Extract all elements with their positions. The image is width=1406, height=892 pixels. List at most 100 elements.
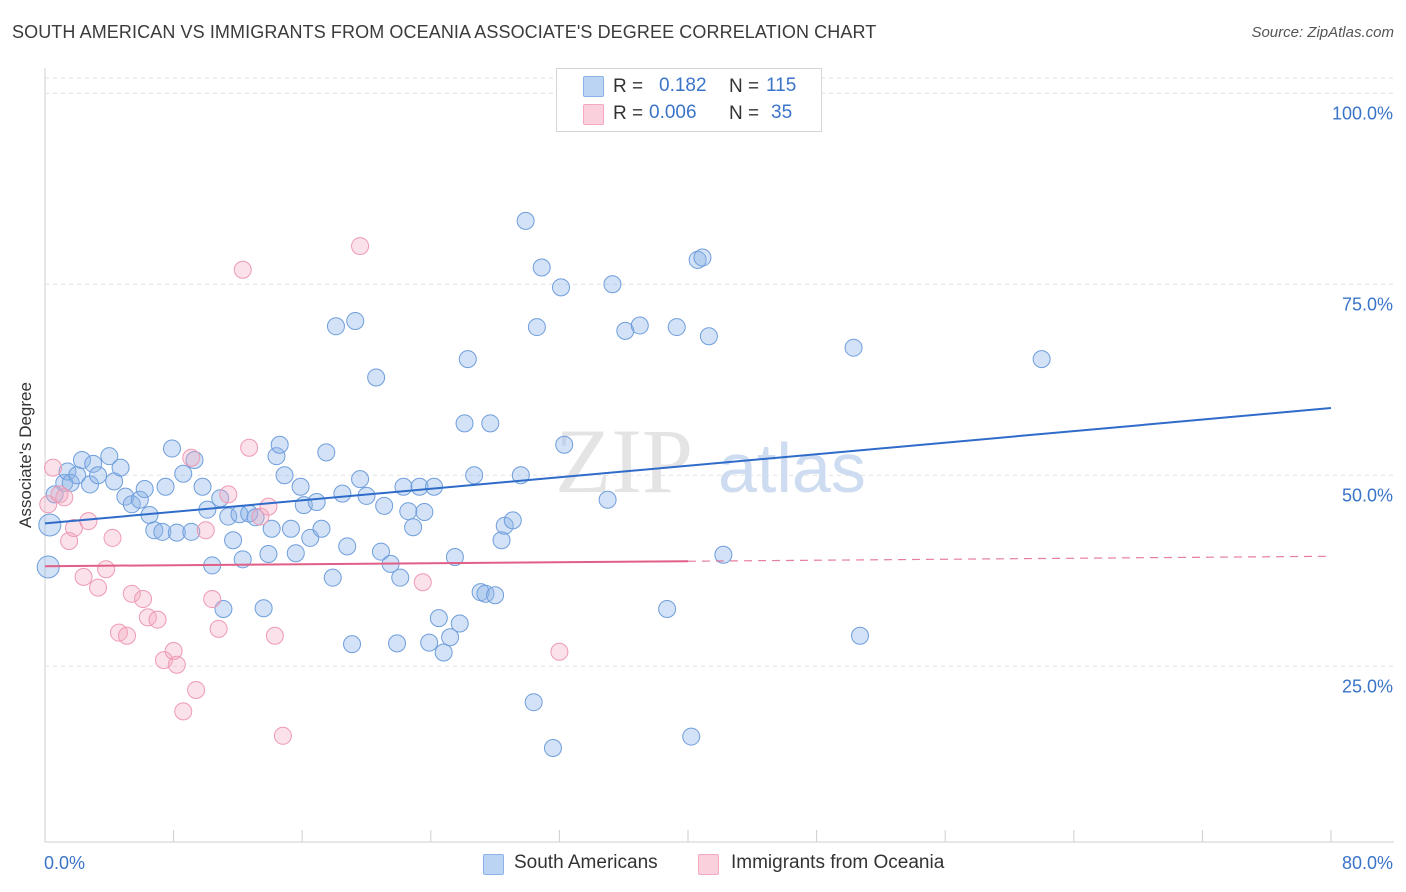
- data-point-south-americans: [658, 599, 677, 618]
- data-point-south-americans: [233, 550, 252, 569]
- legend-r-label: R =: [613, 76, 644, 97]
- data-point-oceania: [182, 448, 201, 467]
- data-point-oceania: [265, 626, 284, 645]
- trend-line-oceania-extension: [687, 555, 1332, 562]
- data-point-south-americans: [527, 318, 546, 337]
- data-point-oceania: [187, 680, 206, 699]
- data-point-south-americans: [100, 447, 119, 466]
- data-point-south-americans: [291, 477, 310, 496]
- grid-lines: [45, 77, 1394, 667]
- data-point-south-americans: [333, 484, 352, 503]
- y-tick-label: 50.0%: [1342, 485, 1393, 505]
- data-point-oceania: [351, 237, 370, 256]
- data-point-oceania: [64, 518, 83, 537]
- data-point-oceania: [413, 573, 432, 592]
- data-point-south-americans: [156, 477, 175, 496]
- data-point-south-americans: [688, 250, 707, 269]
- data-point-south-americans: [116, 487, 135, 506]
- data-point-south-americans: [174, 464, 193, 483]
- legend-n-label: N =: [729, 76, 760, 97]
- south-americans-label: South Americans: [514, 852, 658, 873]
- legend-n-label: N =: [729, 103, 760, 124]
- data-point-south-americans: [375, 496, 394, 515]
- data-point-oceania: [122, 584, 141, 603]
- data-point-oceania: [550, 642, 569, 661]
- data-point-south-americans: [351, 470, 370, 489]
- data-point-south-americans: [343, 635, 362, 654]
- data-point-south-americans: [420, 633, 439, 652]
- data-point-south-americans: [317, 443, 336, 462]
- data-point-oceania: [219, 485, 238, 504]
- trend-line-oceania: [44, 560, 689, 568]
- data-point-south-americans: [699, 327, 718, 346]
- data-point-south-americans: [682, 727, 701, 746]
- data-point-south-americans: [844, 338, 863, 357]
- data-point-south-americans: [524, 693, 543, 712]
- data-point-south-americans: [445, 548, 464, 567]
- legend-r-value: 0.182: [659, 75, 707, 96]
- data-point-south-americans: [415, 502, 434, 521]
- data-point-oceania: [44, 458, 63, 477]
- data-point-south-americans: [367, 368, 386, 387]
- chart-title: SOUTH AMERICAN VS IMMIGRANTS FROM OCEANI…: [12, 22, 877, 42]
- x-tick-label: 80.0%: [1342, 853, 1393, 873]
- data-point-oceania: [74, 567, 93, 586]
- data-point-south-americans: [371, 542, 390, 561]
- data-point-oceania: [164, 642, 183, 660]
- data-point-south-americans: [503, 511, 522, 530]
- data-point-south-americans: [58, 462, 77, 481]
- y-tick-label: 25.0%: [1342, 676, 1393, 696]
- data-point-south-americans: [326, 317, 345, 336]
- data-point-south-americans: [182, 522, 201, 541]
- data-point-oceania: [55, 488, 74, 507]
- data-point-oceania: [148, 610, 167, 629]
- data-point-south-americans: [458, 350, 477, 369]
- data-point-south-americans: [851, 626, 870, 645]
- data-point-south-americans: [693, 248, 712, 267]
- data-point-south-americans: [72, 451, 91, 469]
- data-point-south-americans: [465, 466, 484, 485]
- y-tick-label: 75.0%: [1342, 294, 1393, 314]
- data-point-south-americans: [193, 477, 212, 496]
- data-point-south-americans: [219, 507, 238, 526]
- data-point-south-americans: [391, 568, 410, 587]
- x-tick-label: 0.0%: [44, 853, 85, 873]
- data-point-south-americans: [259, 544, 278, 563]
- data-point-oceania: [174, 702, 193, 721]
- trend-line-south-americans: [44, 407, 1332, 525]
- data-point-oceania: [79, 512, 98, 531]
- data-point-south-americans: [307, 493, 326, 512]
- data-point-south-americans: [555, 435, 574, 454]
- oceania-swatch: [698, 854, 719, 875]
- watermark: ZIP atlas: [555, 410, 866, 512]
- data-point-south-americans: [286, 544, 305, 563]
- data-point-oceania: [233, 260, 252, 279]
- data-point-oceania: [103, 528, 122, 547]
- source-note: Source: ZipAtlas.com: [1251, 24, 1394, 41]
- legend-n-value: 35: [771, 102, 793, 123]
- data-point-south-americans: [552, 278, 571, 297]
- data-point-oceania: [97, 560, 116, 579]
- data-point-south-americans: [270, 435, 289, 454]
- data-point-south-americans: [262, 519, 281, 538]
- data-point-south-americans: [185, 451, 204, 469]
- data-point-south-americans: [404, 518, 423, 537]
- data-point-south-americans: [455, 414, 474, 433]
- data-point-south-americans: [532, 258, 551, 277]
- data-point-south-americans: [135, 480, 154, 499]
- legend-swatch-oceania: [583, 104, 604, 125]
- legend-n-value: 115: [766, 75, 797, 96]
- data-point-south-americans: [38, 513, 62, 537]
- data-point-oceania: [39, 495, 58, 514]
- data-point-oceania: [209, 619, 228, 638]
- data-point-south-americans: [388, 634, 407, 653]
- data-point-south-americans: [598, 490, 617, 509]
- data-point-oceania: [89, 578, 108, 597]
- data-point-south-americans: [281, 519, 300, 538]
- data-point-south-americans: [323, 568, 342, 587]
- data-point-south-americans: [111, 458, 130, 477]
- data-point-oceania: [134, 590, 153, 609]
- data-point-south-americans: [603, 275, 622, 294]
- data-point-south-americans: [1032, 350, 1051, 369]
- correlation-legend: R = 0.182 N = 115 R = 0.006 N = 35: [556, 68, 822, 132]
